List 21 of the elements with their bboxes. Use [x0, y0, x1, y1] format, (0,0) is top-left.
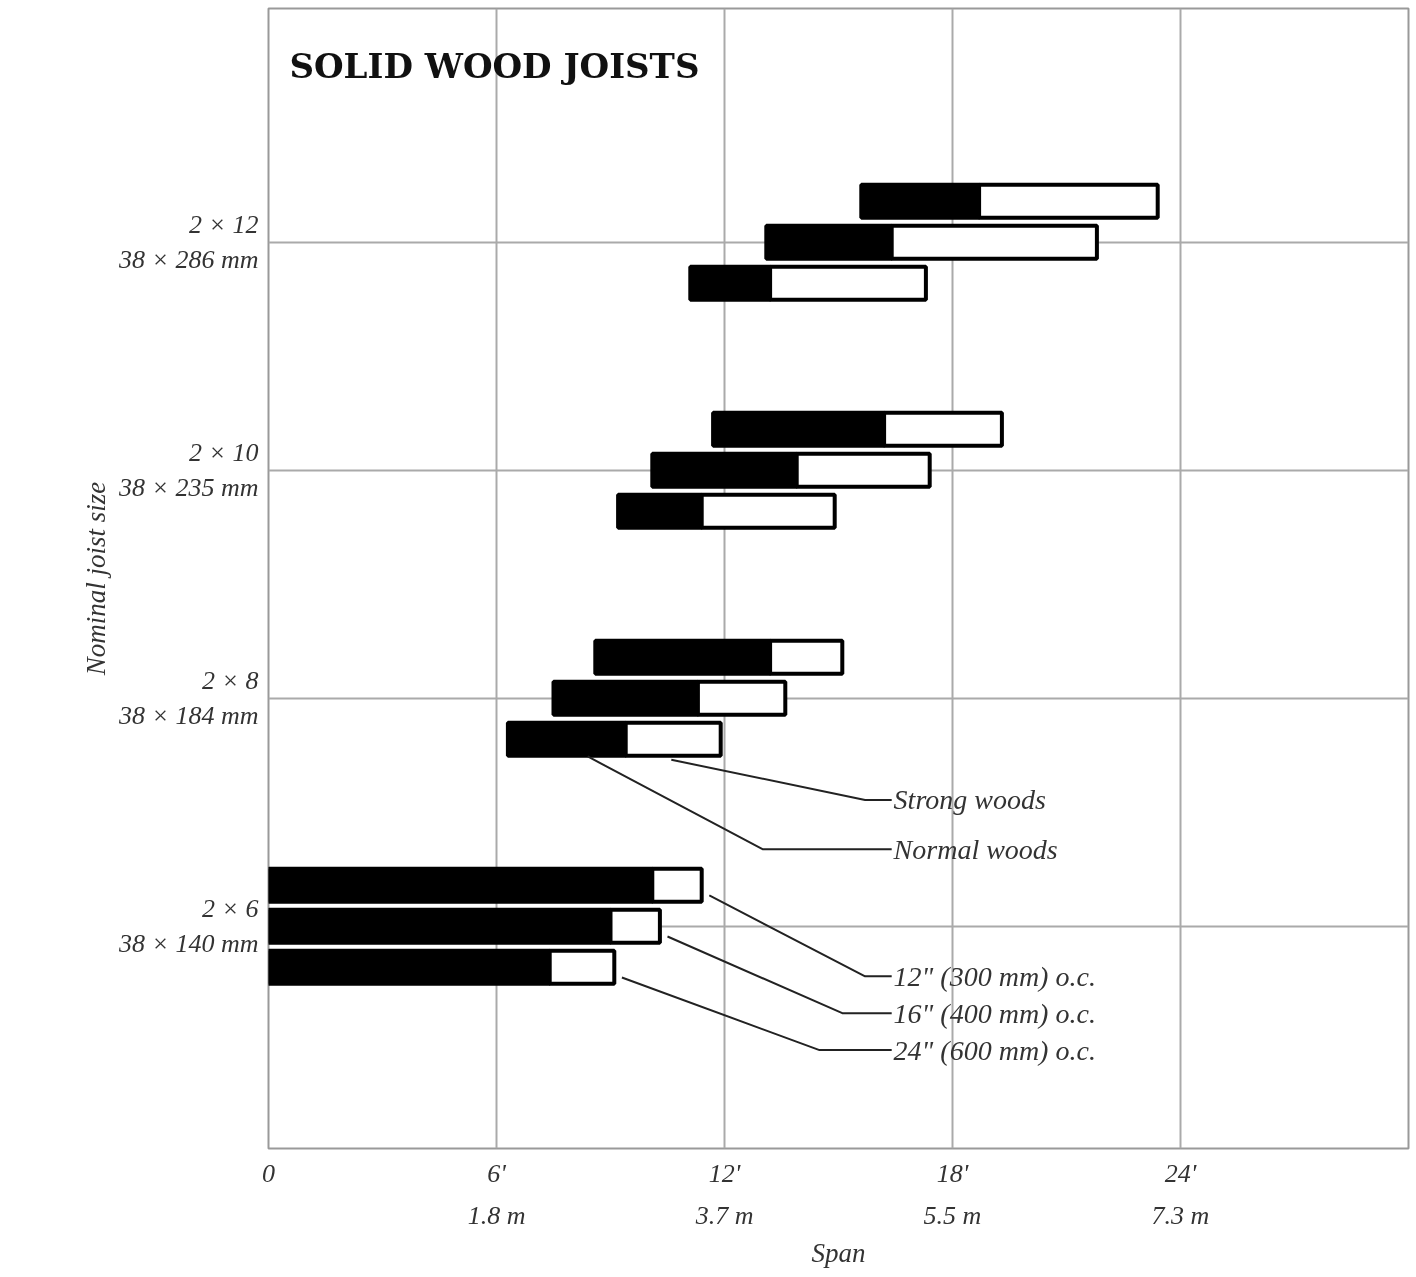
y-tick-label: 2 × 6 38 × 140 mm	[117, 894, 259, 959]
chart-title: SOLID WOOD JOISTS	[289, 45, 700, 86]
text: Strong woods	[893, 784, 1046, 816]
y-tick-label: 2 × 10 38 × 235 mm	[117, 438, 259, 503]
annotation: 24" (600 mm) o.c.	[893, 1034, 1096, 1066]
x2-tick-label: 5.5 m	[923, 1200, 982, 1230]
x-tick-label: 0	[262, 1158, 275, 1188]
y-tick-label: 2 × 12 38 × 286 mm	[117, 210, 259, 275]
x-tick-label: 24'	[1164, 1158, 1197, 1188]
x-tick-label: 12'	[708, 1158, 741, 1188]
y-axis-title: Nominal joist size	[80, 481, 111, 677]
x2-tick-label: 7.3 m	[1151, 1200, 1210, 1230]
y-tick-label: 2 × 8 38 × 184 mm	[117, 666, 259, 731]
annotation: 16" (400 mm) o.c.	[893, 997, 1096, 1029]
x-tick-label: 18'	[936, 1158, 969, 1188]
x-axis-title: Span	[811, 1237, 866, 1268]
x2-tick-label: 3.7 m	[694, 1200, 754, 1230]
x2-tick-label: 1.8 m	[467, 1200, 526, 1230]
x-tick-label: 6'	[487, 1158, 507, 1188]
annotation: 12" (300 mm) o.c.	[893, 960, 1096, 992]
text: Normal woods	[892, 833, 1058, 865]
